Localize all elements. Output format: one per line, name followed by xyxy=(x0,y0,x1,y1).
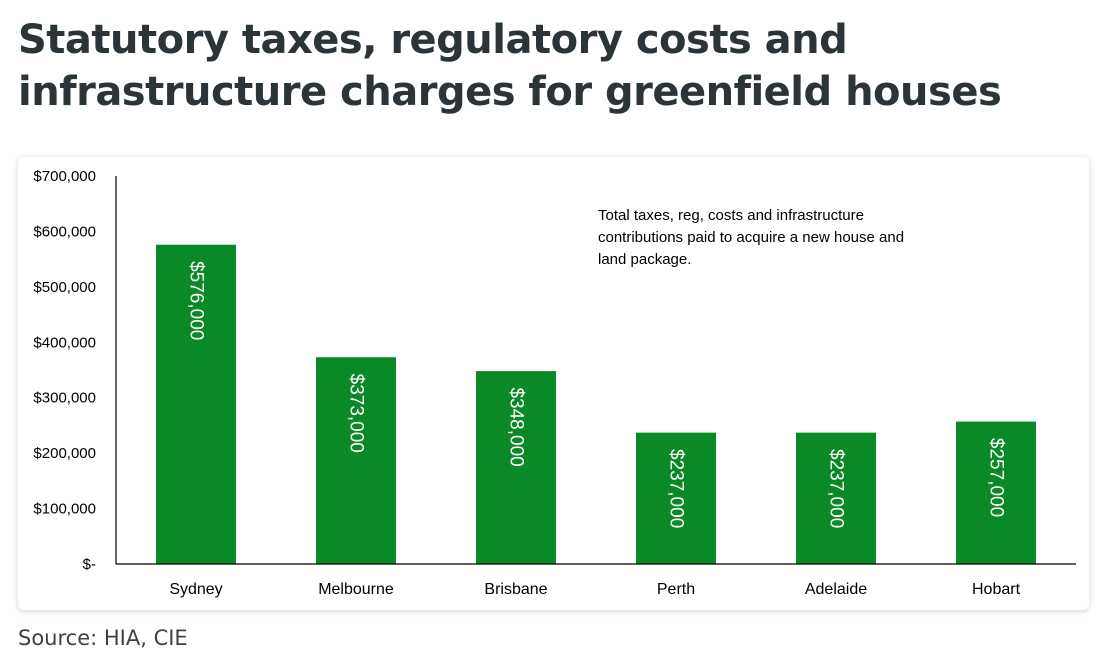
y-tick-label: $- xyxy=(83,556,96,573)
chart-card: $- $100,000 $200,000 $300,000 $400,000 $500,0… xyxy=(18,157,1089,610)
bar-value-label: $373,000 xyxy=(346,374,367,453)
y-tick-label: $100,000 xyxy=(33,501,96,518)
y-tick-label: $600,000 xyxy=(33,223,96,240)
bar xyxy=(956,421,1036,564)
x-tick-label: Adelaide xyxy=(805,581,867,598)
bar-chart: $- $100,000 $200,000 $300,000 $400,000 $500,0… xyxy=(33,168,1076,598)
bar xyxy=(316,357,396,564)
x-tick-label: Brisbane xyxy=(484,581,547,598)
y-tick-label: $500,000 xyxy=(33,279,96,296)
bar-value-label: $576,000 xyxy=(186,261,207,340)
bar-value-label: $257,000 xyxy=(986,438,1007,517)
x-tick-label: Perth xyxy=(657,581,695,598)
x-tick-label: Hobart xyxy=(972,581,1021,598)
x-axis: Sydney Melbourne Brisbane Perth Adelaide Hoba… xyxy=(116,563,1076,598)
bar xyxy=(156,244,236,564)
y-tick-label: $200,000 xyxy=(33,445,96,462)
chart-title: Statutory taxes, regulatory costs and in… xyxy=(18,17,1002,115)
annotation-line: Total taxes, reg, costs and infrastructu… xyxy=(598,207,864,224)
x-tick-label: Sydney xyxy=(169,581,222,598)
bar-value-label: $237,000 xyxy=(826,449,847,528)
x-tick-label: Melbourne xyxy=(318,581,394,598)
y-tick-label: $700,000 xyxy=(33,168,96,185)
bar-value-label: $237,000 xyxy=(666,449,687,528)
bars: $576,000 $373,000 $348,000 $237,000 $237,000… xyxy=(156,244,1036,564)
bar xyxy=(476,371,556,564)
y-tick-label: $400,000 xyxy=(33,334,96,351)
bar xyxy=(796,432,876,564)
source-note: Source: HIA, CIE xyxy=(18,626,188,650)
bar-value-label: $348,000 xyxy=(506,387,527,466)
chart-annotation: Total taxes, reg, costs and infrastructu… xyxy=(598,207,908,268)
bar xyxy=(636,432,716,564)
annotation-line: land package. xyxy=(598,251,691,268)
y-tick-label: $300,000 xyxy=(33,390,96,407)
annotation-line: contributions paid to acquire a new hous… xyxy=(598,229,904,246)
y-axis: $- $100,000 $200,000 $300,000 $400,000 $500,0… xyxy=(33,168,117,573)
